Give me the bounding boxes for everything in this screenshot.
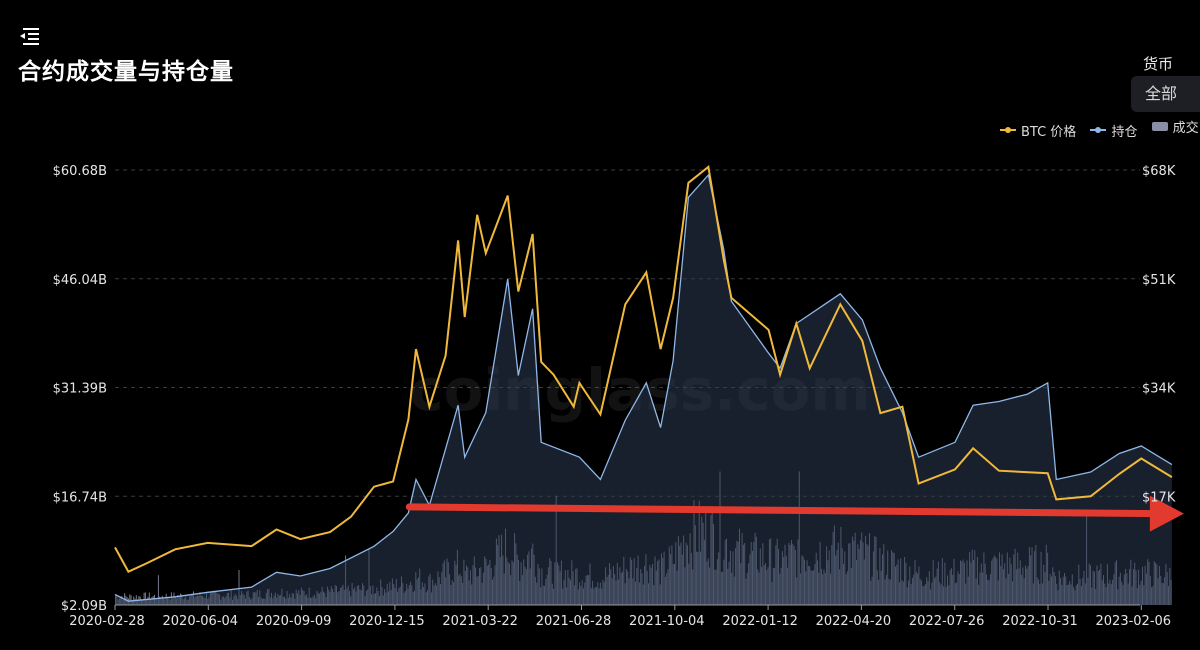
volume-bar: [129, 594, 131, 605]
legend-item-open-interest[interactable]: 持仓: [1090, 121, 1137, 140]
x-tick-label: 2021-03-22: [442, 614, 518, 629]
x-tick-label: 2020-02-28: [69, 614, 145, 629]
legend-oi-marker: [1090, 127, 1107, 133]
y-left-tick: $2.09B: [61, 599, 107, 614]
x-tick-label: 2022-10-31: [1002, 614, 1078, 629]
open-interest-line: [114, 173, 1173, 602]
y-left-tick: $60.68B: [53, 164, 107, 179]
x-tick-label: 2023-02-06: [1096, 614, 1172, 629]
x-tick-label: 2021-10-04: [629, 614, 705, 629]
y-left-tick: $31.39B: [53, 382, 107, 397]
x-tick-label: 2022-07-26: [909, 614, 985, 629]
legend-btc-marker: [1000, 127, 1016, 133]
volume-bar: [238, 570, 240, 605]
indent-menu-icon[interactable]: [18, 26, 42, 46]
btc-price-series: [114, 164, 1173, 573]
legend-volume-marker: [1151, 122, 1168, 131]
chart-legend: BTC 价格 持仓 成交: [1000, 117, 1200, 140]
open-interest-series: [114, 173, 1173, 605]
y-right-tick: $51K: [1142, 273, 1176, 288]
volume-bar: [157, 575, 159, 605]
legend-label: 成交: [1172, 121, 1199, 136]
page-title: 合约成交量与持仓量: [18, 59, 234, 85]
y-right-tick: $68K: [1142, 164, 1176, 179]
x-tick-label: 2020-12-15: [349, 614, 425, 629]
trend-arrow: [405, 495, 1184, 532]
open-interest-area: [115, 175, 1172, 605]
btc-price-line: [114, 164, 1173, 573]
volume-bar: [130, 595, 132, 605]
y-left-tick: $16.74B: [53, 490, 107, 505]
y-right-tick: $17K: [1142, 490, 1176, 505]
x-tick-label: 2020-06-04: [163, 614, 239, 629]
volume-bar: [143, 592, 145, 605]
legend-label: 持仓: [1111, 124, 1138, 140]
currency-label: 货币: [1143, 55, 1174, 73]
trend-arrow-head: [1149, 495, 1184, 532]
y-left-tick: $46.04B: [53, 273, 107, 288]
legend-item-volume[interactable]: 成交: [1151, 117, 1199, 136]
legend-item-btc-price[interactable]: BTC 价格: [1000, 121, 1076, 140]
trend-arrow-shaft: [405, 503, 1160, 518]
x-tick-label: 2020-09-09: [256, 614, 332, 629]
legend-label: BTC 价格: [1021, 124, 1077, 140]
axis-labels: $60.68B $46.04B $31.39B $16.74B $2.09B $68K $5…: [53, 164, 1176, 629]
volume-bar: [144, 592, 146, 605]
x-tick-label: 2021-06-28: [536, 614, 612, 629]
x-tick-label: 2022-01-12: [722, 614, 798, 629]
y-right-tick: $34K: [1142, 382, 1176, 397]
currency-select[interactable]: 全部: [1131, 76, 1200, 112]
x-tick-label: 2022-04-20: [816, 614, 892, 629]
